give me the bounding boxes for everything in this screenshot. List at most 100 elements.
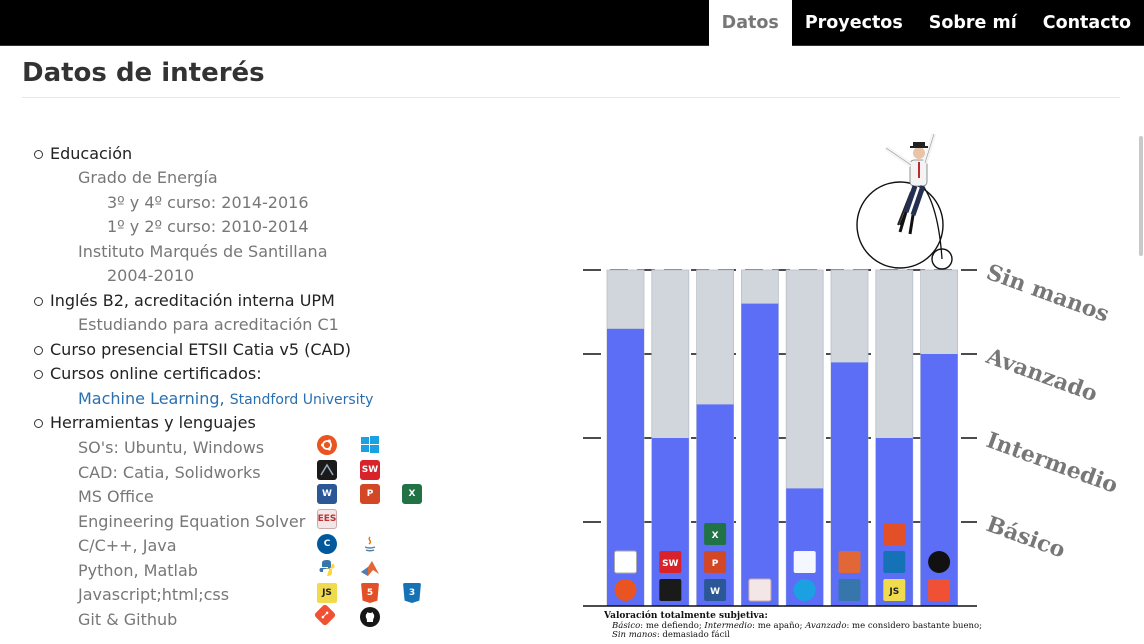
tool-row-ees: Engineering Equation Solver — [78, 512, 306, 531]
chart-tool-icon — [704, 523, 727, 545]
excel-icon: X — [402, 484, 422, 504]
bar-2 — [651, 438, 689, 606]
footnote-no-hands-desc: : demasiado fácil — [656, 630, 730, 640]
tool-row-office: MS Office — [78, 487, 154, 506]
chart-level-labels: Básico Intermedio Avanzado Sin manos — [982, 259, 1121, 563]
chart-tool-icon — [793, 551, 816, 573]
chart-tool-icon — [883, 523, 906, 545]
footnote-intermediate: Intermedio — [704, 620, 753, 631]
english-label: Inglés B2, acreditación interna UPM — [50, 291, 335, 310]
chart-tool-icon — [928, 579, 951, 601]
chart-tool-icon — [793, 579, 816, 601]
powerpoint-icon-text: P — [366, 489, 374, 499]
footnote-basic: Básico — [612, 620, 641, 631]
bullet-icon — [34, 297, 43, 306]
degree-label: Grado de Energía — [78, 168, 218, 187]
nav-item-sobre-mi[interactable]: Sobre mí — [928, 13, 1017, 33]
chart-tool-icon-text: X — [712, 531, 719, 541]
level-label-3: Avanzado — [982, 343, 1101, 407]
list-item-catia-course: Curso presencial ETSII Catia v5 (CAD) — [34, 338, 352, 362]
footnote-intermediate-desc: : me apaño; — [752, 620, 806, 631]
cpp-icon-text: C — [323, 539, 331, 549]
skills-chart: SW W P X JS Básico Intermedio Avanzado Sin mano… — [583, 133, 1121, 607]
tools-label: Herramientas y lenguajes — [50, 413, 256, 432]
chart-bars — [606, 269, 959, 607]
bullet-icon — [34, 150, 43, 159]
chart-tool-icon — [838, 579, 861, 601]
windows-icon — [360, 435, 380, 455]
scrollbar-thumb[interactable] — [1139, 136, 1143, 256]
level-label-1: Básico — [983, 511, 1069, 563]
github-icon — [360, 607, 380, 627]
tool-row-cpp-java: C/C++, Java — [78, 536, 177, 555]
ubuntu-icon — [317, 435, 337, 455]
chart-tool-icon-text: W — [710, 587, 720, 597]
ees-icon-text: EES — [317, 514, 337, 524]
level-label-4: Sin manos — [983, 259, 1113, 327]
html5-icon: 5 — [361, 583, 379, 603]
level-label-2: Intermedio — [983, 427, 1121, 499]
python-icon — [317, 558, 337, 578]
footnote-no-hands: Sin manos — [612, 630, 657, 640]
nav-item-proyectos[interactable]: Proyectos — [804, 13, 903, 33]
java-icon — [360, 534, 380, 554]
chart-tool-icon — [659, 579, 682, 601]
tool-row-git: Git & Github — [78, 610, 178, 629]
education-label: Educación — [50, 144, 133, 163]
footnote-advanced-desc: : me considero bastante bueno; — [846, 620, 983, 631]
catia-course-label: Curso presencial ETSII Catia v5 (CAD) — [50, 340, 352, 359]
matlab-icon — [360, 558, 380, 578]
stanford-link[interactable]: Standford University — [229, 392, 374, 408]
css3-icon: 3 — [403, 583, 421, 603]
powerpoint-icon: P — [360, 484, 380, 504]
javascript-icon: JS — [317, 583, 337, 603]
school-years: 2004-2010 — [107, 266, 195, 285]
bar-7 — [875, 438, 913, 606]
tool-row-web: Javascript;html;css — [78, 585, 230, 604]
footnote-title: Valoración totalmente subjetiva: — [604, 611, 768, 621]
ees-icon: EES — [317, 509, 337, 529]
nav-item-contacto[interactable]: Contacto — [1042, 13, 1131, 33]
page-scrollbar[interactable] — [1138, 130, 1144, 644]
online-courses-label: Cursos online certificados: — [50, 364, 262, 383]
list-item-english: Inglés B2, acreditación interna UPM — [34, 289, 335, 313]
nav-item-datos[interactable]: Datos — [708, 0, 792, 46]
chart-tool-icon — [748, 578, 772, 602]
page-title: Datos de interés — [22, 58, 265, 88]
chart-tool-icon — [614, 550, 637, 574]
solidworks-icon: SW — [360, 460, 380, 480]
years-1-2: 1º y 2º curso: 2010-2014 — [107, 217, 309, 236]
top-navbar: Datos Proyectos Sobre mí Contacto — [0, 0, 1144, 46]
chart-tool-icon-text: JS — [888, 587, 899, 597]
chart-tool-icon — [659, 551, 682, 573]
bullet-icon — [34, 346, 43, 355]
solidworks-icon-text: SW — [361, 465, 379, 475]
bar-4 — [741, 303, 779, 606]
git-icon — [313, 603, 337, 627]
years-3-4: 3º y 4º curso: 2014-2016 — [107, 193, 309, 212]
bar-3 — [696, 404, 734, 606]
school-label: Instituto Marqués de Santillana — [78, 242, 328, 261]
list-item-education: Educación — [34, 142, 133, 166]
title-divider — [22, 97, 1120, 98]
chart-tool-icon — [838, 551, 861, 573]
chart-tool-icon — [704, 551, 727, 573]
chart-tool-icon — [883, 551, 906, 573]
bullet-icon — [34, 419, 43, 428]
list-item-online-courses: Cursos online certificados: — [34, 362, 262, 386]
bullet-icon — [34, 370, 43, 379]
footnote-advanced: Avanzado — [805, 620, 847, 631]
chart-footnote: Valoración totalmente subjetiva: Básico:… — [604, 611, 1004, 641]
catia-icon — [317, 460, 337, 480]
word-icon: W — [317, 484, 337, 504]
chart-tool-icon — [614, 579, 637, 601]
chart-tool-icon-text: P — [712, 559, 719, 569]
html5-icon-text: 5 — [366, 588, 374, 598]
tool-row-python-matlab: Python, Matlab — [78, 561, 198, 580]
machine-learning-link[interactable]: Machine Learning, — [78, 389, 225, 408]
word-icon-text: W — [322, 489, 332, 499]
javascript-icon-text: JS — [322, 588, 332, 598]
tool-row-cad: CAD: Catia, Solidworks — [78, 463, 261, 482]
chart-tool-icon — [928, 551, 951, 573]
chart-tool-icon — [704, 579, 727, 601]
